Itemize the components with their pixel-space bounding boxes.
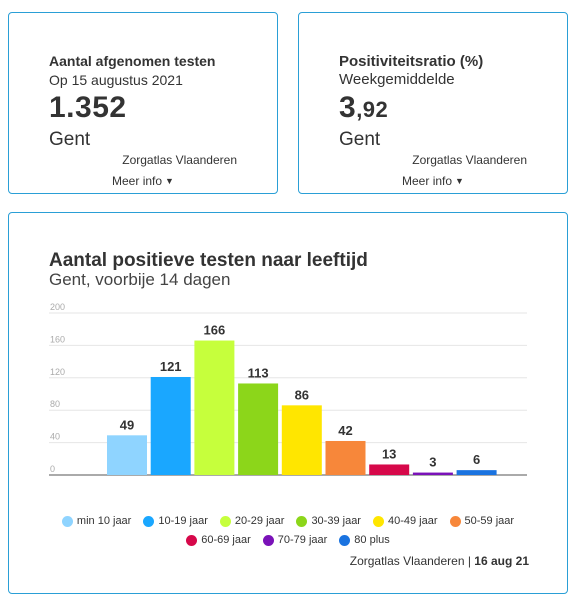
legend-row: 60-69 jaar 70-79 jaar 80 plus — [9, 534, 567, 546]
legend-label: min 10 jaar — [76, 515, 132, 527]
tests-kpi-source: Zorgatlas Vlaanderen — [122, 153, 237, 167]
bar-value-label: 42 — [338, 423, 352, 438]
bar — [281, 405, 322, 475]
legend-dot-icon — [262, 534, 274, 546]
bar — [456, 470, 497, 475]
y-tick-label: 40 — [50, 432, 60, 442]
y-tick-label: 0 — [50, 464, 55, 474]
legend-dot-icon — [339, 534, 351, 546]
tests-kpi-value: 1.352 — [49, 91, 127, 124]
chart-title: Aantal positieve testen naar leeftijd — [49, 250, 368, 271]
legend-item[interactable]: 80 plus — [339, 534, 390, 546]
bar-value-label: 13 — [382, 446, 396, 461]
caret-down-icon: ▼ — [165, 176, 174, 186]
legend-item[interactable]: 70-79 jaar — [262, 534, 328, 546]
tests-kpi-title: Aantal afgenomen testen — [49, 53, 216, 69]
bar-value-label: 3 — [429, 455, 436, 470]
y-tick-label: 80 — [50, 399, 60, 409]
legend-label: 50-59 jaar — [464, 515, 515, 527]
tests-kpi-date: Op 15 augustus 2021 — [49, 72, 183, 88]
bar — [107, 435, 147, 475]
chart-subtitle: Gent, voorbije 14 dagen — [49, 270, 231, 289]
age-chart-card: Aantal positieve testen naar leeftijd Ge… — [8, 212, 568, 594]
legend-label: 60-69 jaar — [201, 534, 251, 546]
y-tick-label: 120 — [50, 367, 65, 377]
legend-label: 70-79 jaar — [277, 534, 328, 546]
legend-dot-icon — [186, 534, 198, 546]
chart-source-date: 16 aug 21 — [474, 554, 529, 568]
positivity-kpi-source: Zorgatlas Vlaanderen — [412, 153, 527, 167]
legend-label: 30-39 jaar — [311, 515, 361, 527]
tests-kpi-card: Aantal afgenomen testen Op 15 augustus 2… — [8, 12, 278, 194]
legend-label: 20-29 jaar — [234, 515, 285, 527]
legend-item[interactable]: 60-69 jaar — [186, 534, 251, 546]
positivity-kpi-region: Gent — [339, 129, 381, 150]
legend-item[interactable]: 50-59 jaar — [449, 515, 515, 527]
more-info-label: Meer info — [402, 174, 453, 188]
tests-more-info-button[interactable]: Meer info ▼ — [9, 174, 277, 188]
legend-item[interactable]: min 10 jaar — [61, 515, 132, 527]
bar-chart: 0 40 80 120 160 200 49 121 166 113 86 42 13 3 6 — [49, 302, 527, 476]
bar — [325, 440, 366, 475]
chart-source: Zorgatlas Vlaanderen | 16 aug 21 — [349, 554, 529, 568]
legend-label: 40-49 jaar — [387, 515, 438, 527]
positivity-kpi-title: Positiviteitsratio (%) — [339, 53, 484, 70]
bar-value-label: 166 — [204, 323, 226, 338]
bar — [238, 383, 279, 475]
legend-dot-icon — [61, 515, 73, 527]
bar-value-label: 6 — [473, 452, 480, 467]
tests-kpi-region: Gent — [49, 129, 91, 150]
bar — [194, 340, 235, 475]
more-info-label: Meer info — [112, 174, 163, 188]
positivity-kpi-subtitle: Weekgemiddelde — [339, 71, 455, 88]
legend-item[interactable]: 20-29 jaar — [219, 515, 285, 527]
bar — [369, 464, 410, 475]
positivity-more-info-button[interactable]: Meer info ▼ — [299, 174, 567, 188]
chart-source-name: Zorgatlas Vlaanderen — [349, 554, 465, 568]
positivity-value-dec: ,92 — [356, 97, 389, 122]
legend-item[interactable]: 30-39 jaar — [296, 515, 361, 527]
positivity-kpi-card: Positiviteitsratio (%) Weekgemiddelde 3,… — [298, 12, 568, 194]
legend-item[interactable]: 10-19 jaar — [143, 515, 208, 527]
legend-item[interactable]: 40-49 jaar — [372, 515, 438, 527]
legend-label: 80 plus — [354, 534, 390, 546]
bar-value-label: 113 — [248, 365, 269, 380]
y-tick-label: 160 — [50, 334, 65, 344]
chart-legend: min 10 jaar 10-19 jaar 20-29 jaar 30-39 jaa… — [9, 515, 567, 553]
bar-value-label: 49 — [120, 417, 134, 432]
caret-down-icon: ▼ — [455, 176, 464, 186]
legend-dot-icon — [372, 515, 384, 527]
bar-value-label: 121 — [160, 359, 182, 374]
bar-value-label: 86 — [295, 387, 309, 402]
legend-dot-icon — [449, 515, 461, 527]
bar — [412, 472, 453, 475]
legend-dot-icon — [296, 515, 308, 527]
bar — [150, 376, 191, 475]
legend-dot-icon — [219, 515, 231, 527]
legend-dot-icon — [143, 515, 155, 527]
positivity-value-int: 3 — [339, 91, 357, 124]
positivity-kpi-value: 3,92 — [339, 91, 388, 125]
legend-label: 10-19 jaar — [158, 515, 208, 527]
y-tick-label: 200 — [50, 302, 65, 312]
legend-row: min 10 jaar 10-19 jaar 20-29 jaar 30-39 jaa… — [9, 515, 567, 527]
